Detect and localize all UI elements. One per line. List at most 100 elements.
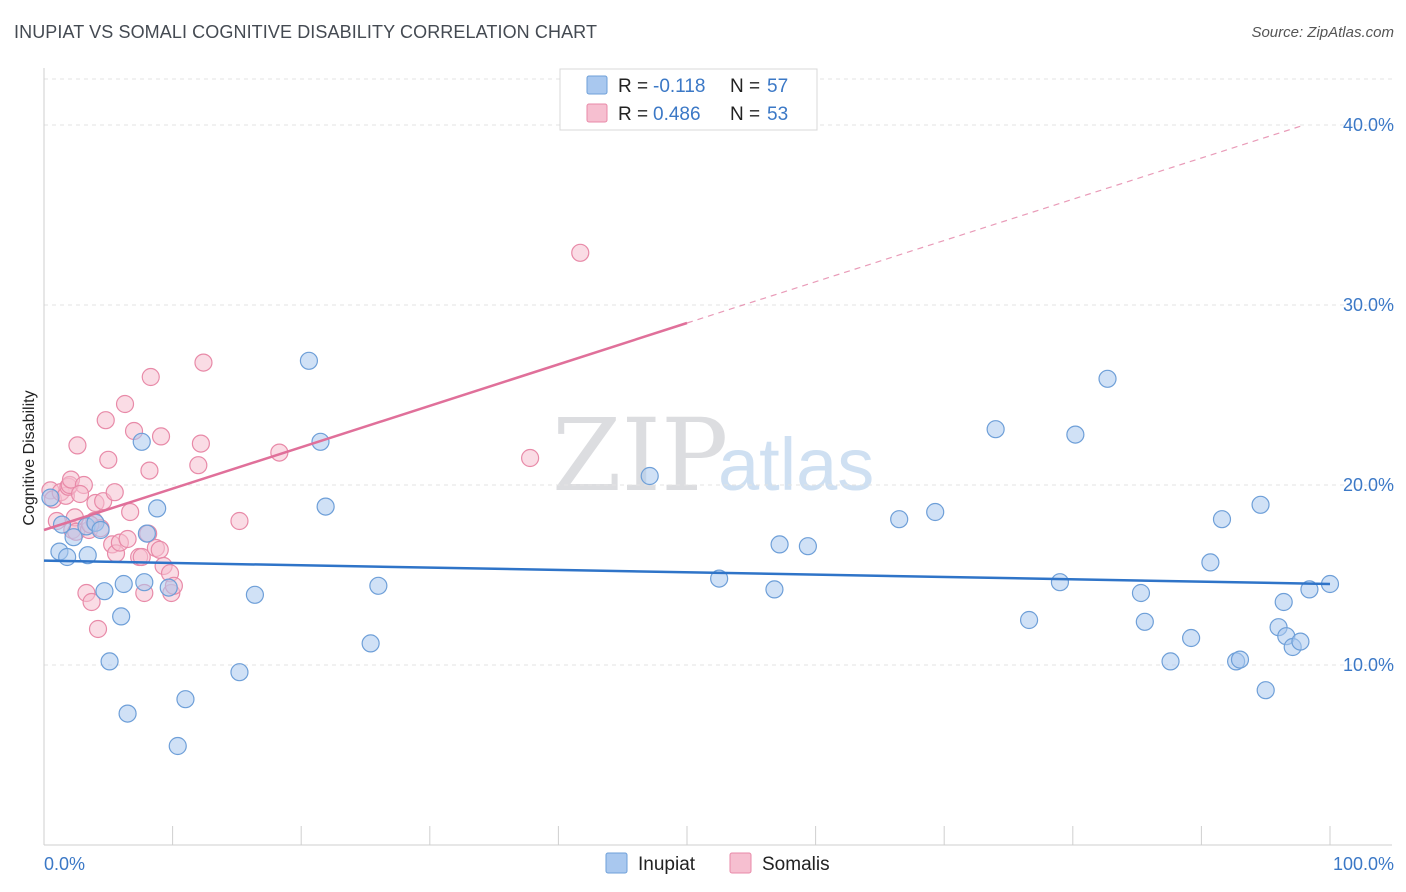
bottom-legend-label-somalis: Somalis <box>762 854 830 875</box>
legend-inupiat-r-label: R = <box>618 76 648 97</box>
inupiat-point-41 <box>1135 612 1154 631</box>
watermark-atlas: atlas <box>718 423 874 506</box>
inupiat-point-42 <box>1161 652 1180 671</box>
inupiat-point-40 <box>1131 583 1151 603</box>
somalis-point-15 <box>82 592 101 612</box>
inupiat-point-33 <box>890 510 909 529</box>
inupiat-point-12 <box>114 574 133 594</box>
inupiat-point-45 <box>1212 510 1232 529</box>
y-tick-labels: 10.0% 20.0% 30.0% 40.0% <box>1343 115 1394 675</box>
trend-lines <box>43 124 1331 586</box>
somalis-point-48 <box>521 448 540 468</box>
somalis-point-38 <box>151 427 171 446</box>
x-tick-label-0: 0.0% <box>44 854 85 874</box>
inupiat-point-22 <box>245 585 265 604</box>
somalis-point-50 <box>70 484 90 504</box>
inupiat-point-8 <box>91 520 110 540</box>
inupiat-point-6 <box>78 546 97 565</box>
somalis-point-21 <box>96 411 115 430</box>
legend-somalis-n-label: N = <box>730 104 760 125</box>
inupiat-point-39 <box>1098 369 1117 388</box>
somalis-point-34 <box>140 461 159 480</box>
inupiat-point-15 <box>135 573 154 592</box>
inupiat-point-23 <box>299 351 319 370</box>
legend-swatch-inupiat <box>586 75 608 95</box>
inupiat-point-49 <box>1256 681 1275 700</box>
legend-somalis-r-label: R = <box>618 104 648 125</box>
watermark: ZIP atlas <box>552 397 874 514</box>
inupiat-point-29 <box>710 569 729 588</box>
inupiat-point-37 <box>1050 573 1070 592</box>
inupiat-point-4 <box>64 528 83 547</box>
bottom-legend-swatch-somalis <box>729 852 752 874</box>
inupiat-point-47 <box>1230 650 1250 669</box>
inupiat-point-48 <box>1251 495 1270 514</box>
chart-title: INUPIAT VS SOMALI COGNITIVE DISABILITY C… <box>14 22 598 42</box>
inupiat-point-11 <box>112 607 131 626</box>
inupiat-point-30 <box>765 580 784 599</box>
y-tick-label-40: 40.0% <box>1343 115 1394 135</box>
chart-source: Source: ZipAtlas.com <box>1251 24 1394 41</box>
somalis-point-22 <box>99 450 118 469</box>
somalis-point-18 <box>88 619 108 639</box>
somalis-point-52 <box>118 529 137 549</box>
inupiat-point-14 <box>132 432 151 451</box>
inupiat-point-19 <box>168 736 187 756</box>
somalis-trend-line <box>43 321 688 532</box>
legend-somalis-n-value: 53 <box>767 104 788 125</box>
inupiat-point-55 <box>1300 580 1319 599</box>
somalis-point-27 <box>115 394 135 414</box>
inupiat-point-0 <box>41 488 60 507</box>
somalis-point-28 <box>121 502 140 522</box>
somalis-point-44 <box>191 434 210 453</box>
legend: R = -0.118 N = 57 R = 0.486 N = 53 <box>559 68 818 131</box>
inupiat-point-17 <box>148 499 167 518</box>
somalis-point-46 <box>230 511 249 531</box>
somalis-point-45 <box>194 353 213 372</box>
somalis-point-49 <box>571 243 590 262</box>
y-tick-label-20: 20.0% <box>1343 475 1394 495</box>
y-tick-label-30: 30.0% <box>1343 295 1394 315</box>
legend-inupiat-r-value: -0.118 <box>653 76 705 97</box>
y-tick-label-10: 10.0% <box>1343 655 1394 675</box>
inupiat-point-25 <box>316 497 335 516</box>
inupiat-point-43 <box>1182 628 1201 648</box>
inupiat-point-10 <box>100 652 119 671</box>
inupiat-point-44 <box>1201 553 1220 572</box>
inupiat-point-20 <box>176 690 195 709</box>
inupiat-point-28 <box>640 466 659 486</box>
x-tick-labels: 0.0% 100.0% <box>44 854 1394 874</box>
inupiat-point-13 <box>118 704 137 723</box>
inupiat-point-34 <box>926 502 945 522</box>
somalis-trend-extension <box>686 124 1305 324</box>
inupiat-point-16 <box>137 524 156 543</box>
legend-somalis-r-value: 0.486 <box>653 104 701 125</box>
inupiat-point-32 <box>798 537 817 556</box>
somalis-point-24 <box>105 483 124 502</box>
axes <box>43 68 1392 846</box>
inupiat-point-51 <box>1274 592 1293 612</box>
watermark-zip: ZIP <box>552 397 728 514</box>
bottom-legend-label-inupiat: Inupiat <box>638 854 696 875</box>
inupiat-point-38 <box>1066 425 1085 444</box>
somalis-point-37 <box>150 540 169 559</box>
bottom-legend: Inupiat Somalis <box>605 852 830 875</box>
inupiat-point-26 <box>361 634 380 653</box>
inupiat-point-18 <box>159 578 178 597</box>
inupiat-point-27 <box>369 576 388 595</box>
inupiat-point-9 <box>95 582 114 601</box>
somalis-point-11 <box>68 436 87 455</box>
inupiat-trend-line <box>43 559 1331 586</box>
points-inupiat <box>41 351 1340 756</box>
x-tick-label-100: 100.0% <box>1333 854 1394 874</box>
inupiat-point-21 <box>230 663 249 682</box>
inupiat-point-31 <box>770 535 789 554</box>
legend-swatch-somalis <box>586 103 608 123</box>
inupiat-point-54 <box>1291 632 1310 651</box>
inupiat-point-36 <box>1019 610 1039 630</box>
somalis-point-43 <box>189 456 208 475</box>
legend-inupiat-n-label: N = <box>730 76 760 97</box>
inupiat-point-3 <box>58 547 77 567</box>
somalis-point-35 <box>141 367 160 387</box>
